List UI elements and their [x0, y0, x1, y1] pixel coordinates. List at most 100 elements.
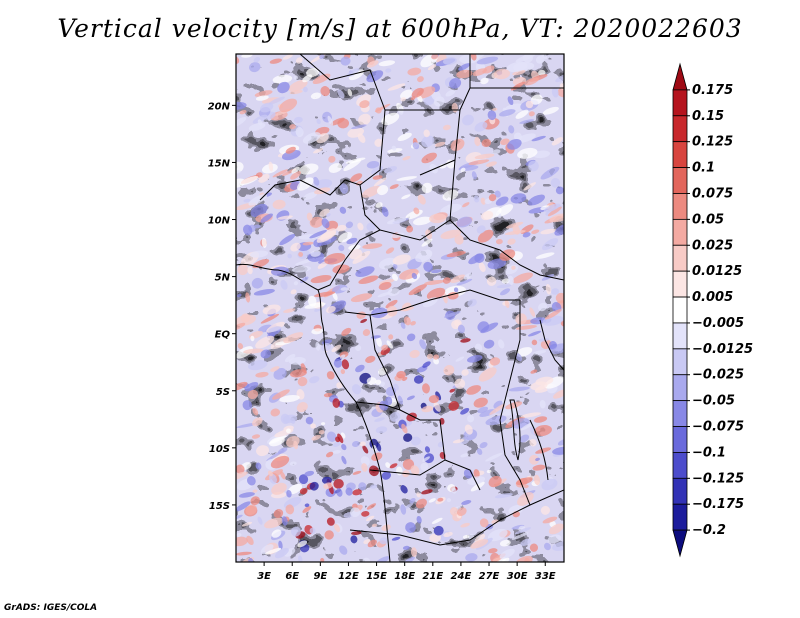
field-patch — [320, 228, 337, 241]
colorbar-label: 0.05 — [692, 212, 724, 227]
field-patch — [326, 212, 331, 217]
field-patch — [450, 274, 466, 284]
field-patch — [251, 277, 264, 289]
field-patch — [505, 221, 524, 229]
field-patch — [402, 376, 408, 381]
colorbar-label: −0.2 — [692, 523, 726, 538]
coastline — [236, 263, 391, 562]
field-patch — [500, 288, 511, 296]
field-patch — [306, 67, 319, 78]
border-b — [385, 54, 471, 111]
field-patch — [381, 344, 388, 351]
field-patch — [391, 536, 401, 541]
field-patch — [507, 238, 516, 245]
colorbar-swatch — [672, 270, 688, 298]
field-patch — [533, 474, 541, 486]
field-patch — [540, 505, 550, 515]
field-patch — [310, 250, 321, 257]
field-patch — [352, 470, 362, 475]
field-patch — [530, 94, 543, 105]
field-patch — [299, 488, 308, 495]
field-patch — [428, 395, 440, 404]
field-patch — [247, 266, 253, 275]
field-patch — [248, 558, 254, 562]
field-patch — [433, 358, 440, 365]
field-patch — [406, 333, 416, 342]
field-patch — [472, 68, 487, 77]
field-patch — [479, 518, 489, 528]
field-patch — [515, 353, 523, 362]
field-patch — [552, 446, 564, 455]
colorbar-swatch — [672, 244, 688, 272]
field-patch — [488, 548, 498, 554]
field-patch — [291, 166, 300, 174]
field-patch — [271, 266, 289, 276]
field-patch — [366, 70, 384, 83]
field-patch — [409, 498, 416, 504]
field-patch — [386, 217, 407, 225]
lake — [509, 399, 521, 461]
field-patch — [236, 381, 248, 391]
field-patch — [277, 81, 290, 94]
field-patch — [413, 216, 432, 226]
colorbar-swatch — [672, 452, 688, 479]
field-patch — [378, 60, 396, 67]
field-patch — [248, 122, 266, 131]
field-patch — [421, 489, 433, 495]
colorbar-swatch — [672, 89, 688, 117]
field-patch — [468, 159, 490, 165]
field-patch — [237, 264, 249, 276]
colorbar-label: 0.1 — [692, 161, 715, 176]
x-tick-label: 12E — [338, 571, 359, 582]
field-patch — [552, 540, 564, 551]
field-patch — [476, 56, 499, 65]
field-patch — [305, 416, 314, 425]
colorbar-swatch — [672, 400, 688, 427]
field-patch — [377, 291, 391, 298]
field-patch — [400, 97, 406, 102]
field-patch — [362, 329, 371, 337]
field-patch — [530, 317, 547, 325]
field-patch — [524, 77, 539, 86]
field-patch — [465, 553, 478, 562]
field-patch — [446, 498, 452, 503]
field-patch — [505, 401, 523, 410]
field-patch — [359, 100, 370, 109]
field-patch — [250, 335, 255, 342]
field-patch — [270, 455, 290, 469]
border-e — [379, 219, 451, 241]
field-patch — [339, 206, 347, 214]
field-patch — [405, 522, 416, 533]
field-patch — [410, 321, 416, 326]
field-patch — [433, 401, 441, 412]
field-patch — [486, 469, 492, 474]
field-patch — [336, 488, 343, 497]
field-patch — [476, 448, 483, 455]
field-patch — [293, 440, 299, 450]
field-patch — [241, 521, 253, 527]
field-patch — [525, 100, 534, 109]
field-patch — [236, 536, 248, 547]
field-patch — [501, 278, 511, 284]
field-patch — [463, 273, 472, 280]
field-patch — [444, 311, 461, 318]
field-patch — [326, 431, 337, 442]
field-patch — [274, 547, 289, 559]
field-patch — [446, 159, 455, 169]
field-patch — [373, 177, 387, 187]
border-g — [369, 314, 481, 491]
field-patch — [551, 87, 559, 98]
field-patch — [324, 252, 346, 265]
field-patch — [421, 152, 437, 164]
colorbar-swatch — [672, 62, 688, 91]
field-patch — [548, 523, 564, 535]
field-patch — [391, 273, 399, 281]
field-patch — [328, 155, 336, 163]
field-patch — [508, 505, 524, 515]
field-patch — [298, 555, 303, 562]
border-k — [499, 300, 531, 506]
field-patch — [410, 436, 421, 446]
field-patch — [236, 551, 252, 556]
field-patch — [333, 523, 341, 533]
field-patch — [280, 471, 286, 480]
